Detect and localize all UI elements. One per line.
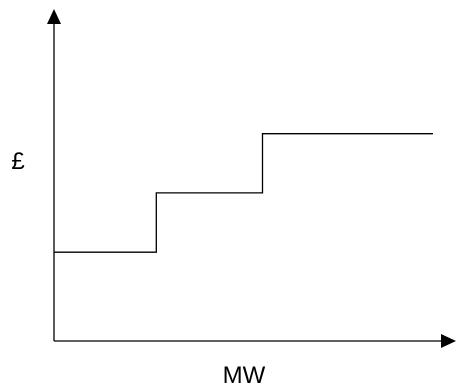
x-axis-arrowhead — [441, 334, 456, 348]
y-axis-arrowhead — [47, 9, 61, 24]
series-step-line — [54, 133, 433, 253]
y-axis-label: £ — [11, 148, 24, 175]
x-axis-label: MW — [223, 362, 266, 389]
